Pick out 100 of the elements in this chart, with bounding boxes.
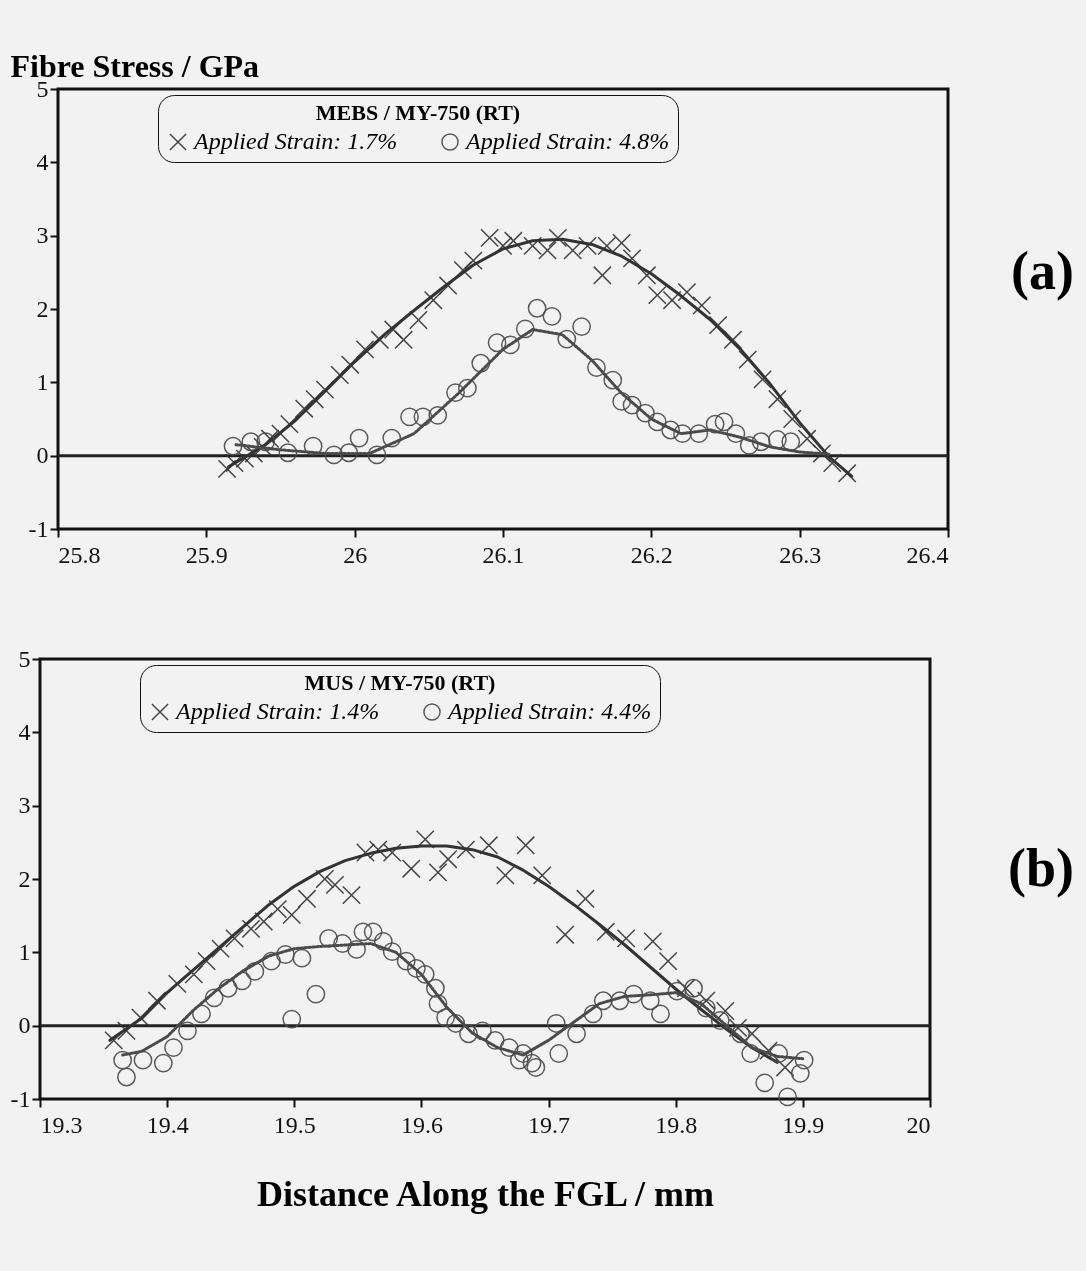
point — [428, 862, 448, 882]
point — [710, 1011, 730, 1030]
point — [731, 1024, 750, 1044]
point — [415, 964, 435, 984]
point — [113, 1050, 133, 1070]
y-tick-label: 2 — [18, 865, 31, 892]
legend-label: Applied Strain: 1.4% — [174, 698, 380, 724]
point — [117, 1021, 136, 1041]
point — [147, 991, 167, 1011]
point — [133, 1050, 153, 1070]
point — [696, 998, 716, 1018]
legend-label: Applied Strain: 4.8% — [464, 128, 670, 154]
point — [593, 991, 613, 1011]
point — [728, 1018, 748, 1038]
x-tick-label: 26.1 — [482, 541, 525, 568]
point — [306, 984, 326, 1004]
y-tick-label: 4 — [18, 718, 31, 745]
x-tick-label: 26 — [343, 541, 368, 568]
x-tick-label: 19.9 — [782, 1111, 825, 1138]
point — [245, 962, 265, 981]
point — [241, 919, 261, 939]
x-tick-label: 26.2 — [630, 541, 673, 568]
point — [549, 1044, 569, 1063]
legend-title: MEBS / MY-750 (RT) — [315, 100, 521, 125]
point — [436, 1008, 455, 1027]
y-tick-label: 3 — [36, 222, 49, 249]
y-tick-label: 3 — [18, 792, 31, 819]
point — [211, 939, 230, 959]
y-tick-label: 1 — [18, 938, 31, 965]
point — [373, 931, 393, 951]
point — [778, 1087, 798, 1107]
y-tick-label: -1 — [10, 1085, 31, 1112]
point — [640, 991, 660, 1011]
point — [319, 929, 339, 948]
point — [755, 1073, 775, 1093]
point — [167, 974, 187, 994]
point — [459, 1024, 478, 1044]
legend-title: MUS / MY-750 (RT) — [304, 670, 496, 695]
point — [610, 991, 630, 1011]
point — [192, 1004, 211, 1024]
point — [532, 865, 552, 885]
x-tick-label: 19.3 — [40, 1111, 83, 1138]
point — [696, 991, 716, 1011]
point — [282, 905, 302, 925]
x-tick-label: 25.9 — [185, 541, 228, 568]
point — [363, 922, 383, 942]
point — [546, 1014, 566, 1033]
point — [353, 922, 373, 942]
x-tick-label: 19.5 — [273, 1111, 316, 1138]
point — [178, 1021, 197, 1041]
point — [438, 849, 458, 869]
point — [499, 1038, 519, 1058]
point — [684, 978, 703, 998]
y-tick-label: 0 — [18, 1012, 31, 1039]
point — [583, 1004, 603, 1024]
point — [184, 964, 204, 984]
point — [268, 899, 288, 919]
y-tick-label: -1 — [28, 515, 49, 542]
point — [204, 988, 224, 1008]
x-tick-label: 19.4 — [146, 1111, 189, 1138]
point — [479, 835, 499, 855]
point — [522, 1053, 542, 1073]
point — [261, 951, 281, 971]
point — [164, 1038, 183, 1058]
point — [275, 945, 295, 964]
point — [382, 843, 402, 863]
y-tick-label: 0 — [36, 442, 49, 469]
point — [356, 843, 375, 863]
point — [526, 1058, 546, 1077]
point — [426, 978, 445, 998]
y-tick-label: 5 — [18, 645, 31, 672]
point — [513, 1044, 533, 1063]
point — [428, 994, 448, 1014]
point — [576, 889, 595, 909]
point — [596, 922, 616, 942]
point — [396, 951, 416, 971]
text: (a) — [1011, 240, 1074, 302]
point — [769, 1044, 789, 1063]
x-axis-title: Distance Along the FGL / mm — [257, 1173, 715, 1214]
point — [473, 1021, 492, 1041]
point — [104, 1030, 124, 1050]
x-tick-label: 26.4 — [906, 541, 949, 568]
point — [342, 885, 361, 905]
point — [325, 875, 345, 895]
x-tick-label: 26.3 — [779, 541, 822, 568]
point — [315, 869, 335, 889]
point — [516, 835, 536, 855]
point — [117, 1067, 136, 1087]
point — [759, 1041, 778, 1061]
point — [485, 1030, 505, 1050]
point — [775, 1058, 795, 1077]
point — [624, 984, 644, 1004]
point — [232, 971, 252, 991]
point — [509, 1050, 529, 1070]
x-tick-label: 25.8 — [58, 541, 101, 568]
x-tick-label: 19.8 — [655, 1111, 698, 1138]
point — [406, 959, 426, 978]
point — [218, 978, 238, 998]
point — [667, 981, 687, 1001]
x-tick-label: 19.7 — [528, 1111, 571, 1138]
